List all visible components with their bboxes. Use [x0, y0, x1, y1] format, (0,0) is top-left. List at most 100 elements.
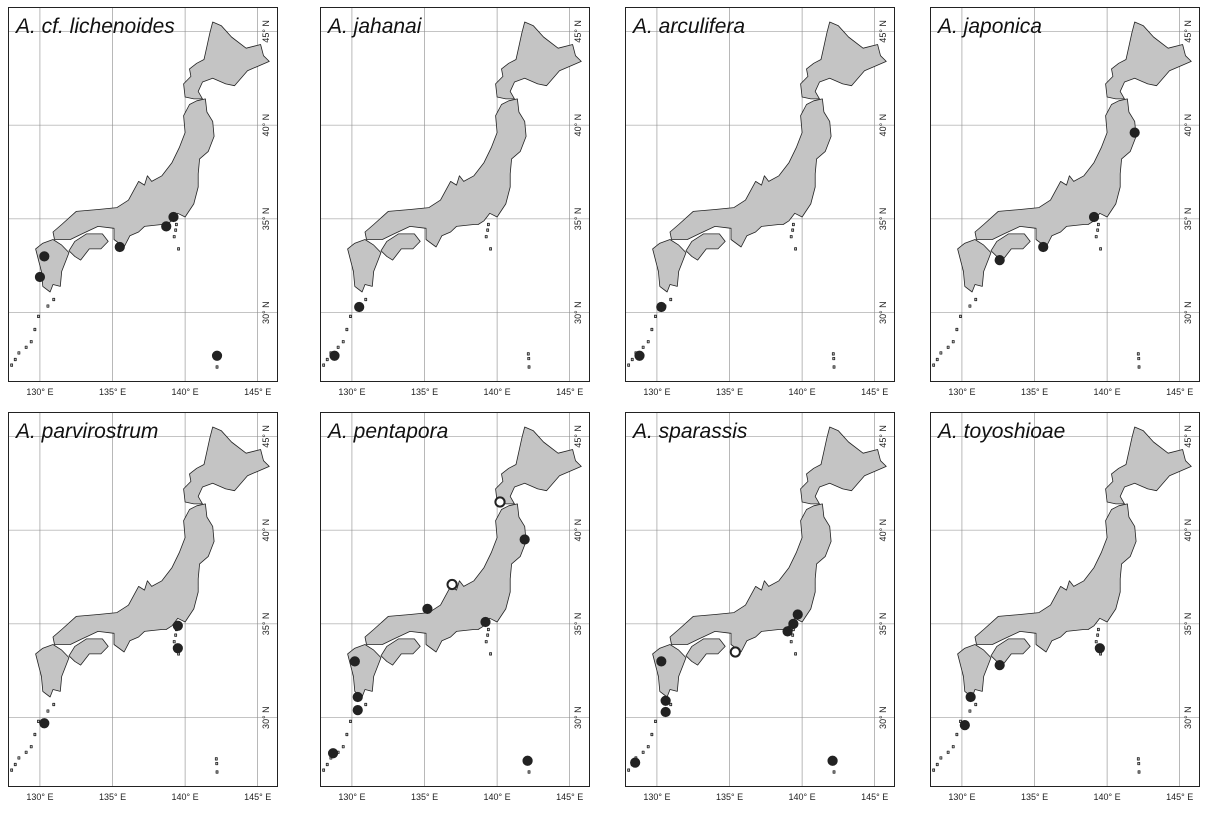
- longitude-tick-label: 130° E: [643, 387, 670, 397]
- record-filled-marker: [630, 757, 641, 768]
- islet: [794, 247, 797, 251]
- record-filled-marker: [39, 251, 50, 262]
- map-panel: A. jahanai 130° E 135° E 140° E 145° E 30° N 3…: [320, 7, 590, 397]
- longitude-tick-label: 145° E: [1166, 387, 1193, 397]
- longitude-tick-label: 130° E: [26, 387, 53, 397]
- islet: [650, 327, 654, 332]
- hokkaido-island: [495, 21, 582, 100]
- islet: [627, 768, 631, 772]
- record-filled-marker: [788, 618, 799, 629]
- shikoku-island: [68, 233, 109, 261]
- latitude-tick-label: 30° N: [261, 706, 271, 729]
- longitude-tick-label: 130° E: [338, 387, 365, 397]
- islet: [172, 235, 176, 239]
- record-filled-marker: [660, 706, 671, 718]
- record-filled-marker: [114, 241, 125, 253]
- longitude-tick-label: 140° E: [1094, 792, 1121, 802]
- islet: [527, 356, 531, 361]
- shikoku-island: [685, 233, 726, 261]
- japan-landmass: [322, 21, 582, 369]
- islet: [641, 345, 645, 349]
- kyushu-island: [652, 239, 687, 293]
- shikoku-island: [380, 638, 421, 666]
- japan-landmass: [627, 426, 887, 774]
- latitude-tick-label: 40° N: [1183, 519, 1193, 542]
- longitude-tick-label: 135° E: [99, 387, 126, 397]
- islet: [526, 352, 530, 356]
- islet: [486, 627, 490, 632]
- latitude-tick-label: 35° N: [573, 613, 583, 636]
- record-filled-marker: [422, 603, 433, 614]
- record-filled-marker: [1129, 127, 1140, 138]
- islet: [215, 761, 219, 766]
- map-panel: A. sparassis 130° E 135° E 140° E 145° E 30° …: [625, 412, 895, 802]
- record-filled-marker: [168, 211, 179, 223]
- islet: [341, 745, 345, 749]
- honshu-island: [364, 98, 527, 248]
- islet: [1136, 352, 1140, 356]
- islet: [17, 756, 21, 760]
- longitude-tick-label: 135° E: [1021, 387, 1048, 397]
- islet: [33, 732, 37, 737]
- islet: [486, 633, 490, 637]
- longitude-tick-label: 140° E: [1094, 387, 1121, 397]
- islet: [322, 768, 326, 772]
- islet: [669, 297, 673, 302]
- record-filled-marker: [349, 656, 360, 667]
- islet: [46, 304, 50, 308]
- islet: [974, 297, 978, 302]
- islet: [325, 762, 329, 767]
- longitude-tick-label: 145° E: [861, 792, 888, 802]
- panel-title: A. sparassis: [631, 420, 748, 443]
- honshu-island: [52, 503, 215, 653]
- record-filled-marker: [827, 755, 838, 766]
- islet: [484, 235, 488, 239]
- islet: [832, 770, 836, 774]
- islet: [951, 745, 955, 749]
- islet: [325, 357, 329, 362]
- record-filled-marker: [782, 626, 793, 637]
- longitude-tick-label: 130° E: [26, 792, 53, 802]
- map-panel: A. pentapora 130° E 135° E 140° E 145° E 30° …: [320, 412, 590, 802]
- longitude-tick-label: 135° E: [411, 387, 438, 397]
- islet: [646, 340, 650, 344]
- latitude-tick-label: 45° N: [573, 425, 583, 448]
- record-filled-marker: [1038, 241, 1049, 253]
- latitude-tick-label: 40° N: [261, 114, 271, 137]
- islet: [345, 732, 349, 737]
- islet: [29, 340, 33, 344]
- map-panel: A. cf. lichenoides 130° E 135° E 140° E 145°…: [8, 7, 278, 397]
- latitude-tick-label: 30° N: [573, 301, 583, 324]
- kyushu-island: [35, 644, 70, 698]
- latitude-tick-label: 35° N: [1183, 208, 1193, 231]
- islet: [1137, 770, 1141, 774]
- longitude-tick-label: 140° E: [172, 792, 199, 802]
- record-filled-marker: [34, 271, 46, 283]
- longitude-tick-label: 130° E: [338, 792, 365, 802]
- islet: [322, 363, 326, 367]
- kyushu-island: [35, 239, 70, 293]
- islet: [215, 770, 219, 774]
- islet: [794, 652, 797, 656]
- islet: [10, 363, 14, 367]
- latitude-tick-label: 45° N: [1183, 20, 1193, 43]
- record-filled-marker: [354, 301, 365, 313]
- map-panel: A. parvirostrum 130° E 135° E 140° E 145° E 3…: [8, 412, 278, 802]
- islet: [1136, 757, 1140, 761]
- islet: [341, 340, 345, 344]
- longitude-tick-label: 130° E: [948, 387, 975, 397]
- islet: [172, 640, 176, 644]
- islet: [489, 652, 492, 656]
- islet: [527, 365, 531, 369]
- islet: [484, 640, 488, 644]
- japan-landmass: [322, 426, 582, 774]
- map-frame: [930, 7, 1200, 382]
- map-panel: A. japonica 130° E 135° E 140° E 145° E 30° N…: [930, 7, 1200, 397]
- islet: [946, 750, 950, 754]
- kyushu-island: [347, 644, 382, 698]
- longitude-tick-label: 140° E: [484, 792, 511, 802]
- latitude-tick-label: 30° N: [573, 706, 583, 729]
- latitude-tick-label: 30° N: [878, 706, 888, 729]
- islet: [641, 750, 645, 754]
- islet: [10, 768, 14, 772]
